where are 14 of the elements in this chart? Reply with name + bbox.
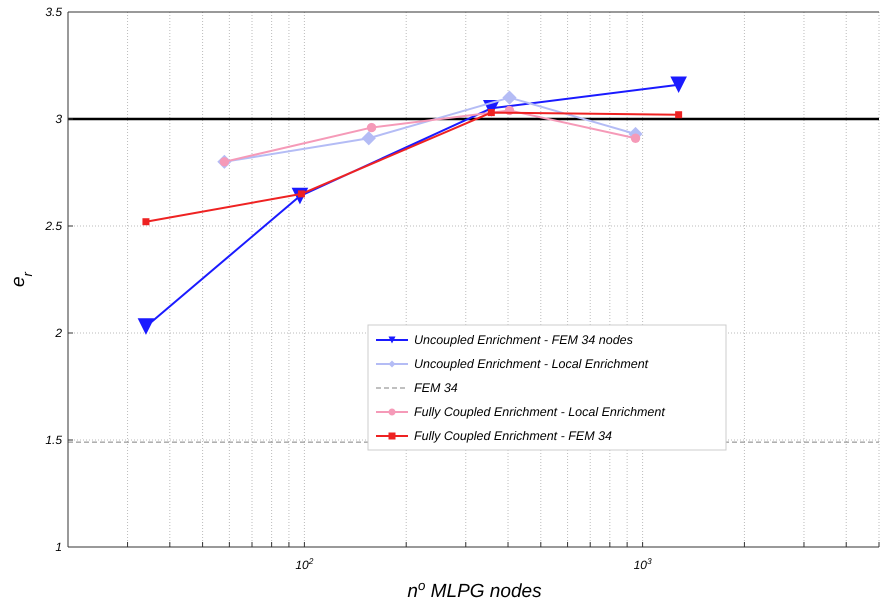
y-tick-label: 3 — [55, 112, 62, 126]
legend-label: Uncoupled Enrichment - FEM 34 nodes — [414, 333, 633, 347]
y-tick-label: 1.5 — [45, 433, 62, 447]
legend-label: FEM 34 — [414, 381, 458, 395]
legend-label: Fully Coupled Enrichment - Local Enrichment — [414, 405, 666, 419]
y-tick-label: 2 — [54, 326, 62, 340]
y-tick-label: 2.5 — [44, 219, 62, 233]
x-tick-label: 10$^{2}$ — [295, 556, 314, 572]
x-axis-title: n$^{o}$ MLPG nodes — [407, 578, 542, 602]
legend-label: Fully Coupled Enrichment - FEM 34 — [414, 429, 612, 443]
y-tick-label: 1 — [55, 540, 62, 554]
y-tick-label: 3.5 — [45, 5, 62, 19]
x-tick-label: 10$^{3}$ — [634, 556, 652, 572]
legend-label: Uncoupled Enrichment - Local Enrichment — [414, 357, 649, 371]
